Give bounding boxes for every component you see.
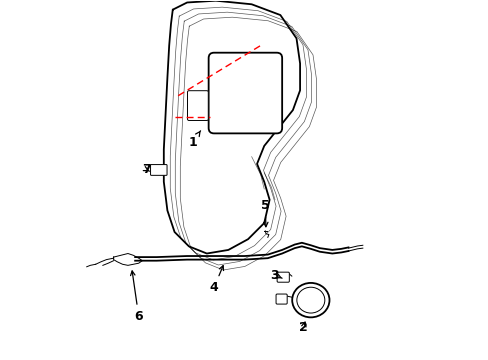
Text: 3: 3: [270, 269, 282, 282]
Ellipse shape: [296, 287, 324, 313]
Text: 4: 4: [209, 266, 223, 294]
Text: 1: 1: [188, 131, 200, 149]
FancyBboxPatch shape: [276, 294, 286, 304]
Text: 2: 2: [299, 320, 307, 333]
FancyBboxPatch shape: [150, 165, 167, 175]
FancyBboxPatch shape: [208, 53, 282, 134]
FancyBboxPatch shape: [277, 272, 289, 282]
Text: 7: 7: [142, 163, 151, 176]
Ellipse shape: [292, 283, 329, 318]
Text: 6: 6: [130, 271, 142, 323]
FancyBboxPatch shape: [187, 91, 208, 121]
Text: 5: 5: [261, 199, 269, 227]
